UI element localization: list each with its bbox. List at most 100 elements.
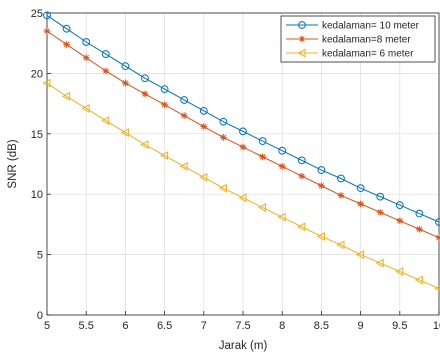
data-point (179, 161, 188, 171)
data-point (396, 217, 404, 225)
data-point (199, 106, 208, 115)
series-star (43, 27, 440, 242)
data-point (62, 24, 71, 33)
data-point (43, 11, 51, 20)
data-point (239, 143, 247, 151)
y-tick-label: 15 (31, 129, 43, 141)
data-point-stroke (436, 235, 440, 241)
data-point (63, 41, 70, 48)
data-point-stroke (299, 36, 305, 42)
data-point-stroke (416, 226, 423, 232)
legend-entry: kedalaman=8 meter (322, 35, 411, 46)
data-point (297, 156, 306, 165)
data-point (82, 38, 91, 46)
data-point-stroke (220, 134, 227, 141)
data-point (81, 103, 90, 113)
x-tick-label: 7 (201, 320, 207, 332)
data-point (375, 258, 384, 268)
data-point (414, 275, 423, 285)
data-point-stroke (122, 80, 129, 86)
data-point-stroke (240, 144, 246, 150)
data-point (337, 192, 345, 199)
data-point (317, 166, 326, 174)
x-tick-label: 5 (44, 320, 50, 332)
data-point-stroke (142, 91, 148, 97)
data-point (318, 182, 325, 190)
data-point (435, 234, 440, 242)
data-point (238, 193, 247, 203)
data-point (316, 232, 325, 241)
data-point (376, 192, 385, 201)
data-point (395, 201, 404, 209)
data-point (395, 267, 404, 276)
legend: kedalaman= 10 meter kedalaman=8 meter keda… (280, 15, 436, 63)
data-point (415, 209, 424, 218)
data-point (121, 62, 130, 71)
data-point (376, 208, 384, 216)
series-line (46, 82, 440, 289)
x-tick-label: 6.5 (157, 320, 172, 332)
data-point (42, 78, 51, 88)
data-point (297, 222, 306, 232)
data-point (278, 163, 286, 170)
data-point (120, 128, 129, 138)
data-point-stroke (377, 209, 383, 216)
data-point (259, 153, 266, 161)
data-point (199, 172, 208, 182)
x-tick-label: 9.5 (392, 320, 407, 332)
data-point (180, 96, 189, 104)
series-line (46, 15, 440, 223)
data-point (200, 123, 208, 130)
data-point (101, 116, 110, 125)
data-point (277, 212, 286, 222)
data-point (298, 172, 306, 180)
data-point-stroke (63, 41, 70, 48)
data-point (416, 225, 423, 233)
data-point (435, 218, 440, 226)
y-tick-label: 10 (31, 189, 43, 201)
data-point (43, 27, 51, 35)
x-tick-label: 6 (122, 320, 128, 332)
data-point (161, 101, 168, 109)
x-tick-label: 8.5 (314, 320, 329, 332)
data-point-stroke (259, 153, 266, 160)
x-tick-label: 10 (433, 320, 440, 332)
data-point (101, 50, 110, 58)
data-point-stroke (338, 192, 344, 199)
data-point (218, 183, 227, 193)
y-tick-label: 5 (37, 250, 43, 262)
series-circle (43, 11, 440, 226)
data-point (355, 250, 365, 260)
data-point-stroke (161, 102, 168, 108)
data-point (180, 112, 188, 120)
data-point (82, 54, 90, 62)
data-point (239, 127, 247, 136)
data-point-stroke (181, 112, 187, 119)
data-point (258, 137, 267, 145)
data-point (102, 67, 110, 75)
data-series (42, 11, 440, 292)
x-axis-title: Jarak (m) (219, 340, 268, 352)
data-point (257, 203, 267, 212)
data-point (160, 85, 169, 94)
y-axis-title: SNR (dB) (7, 139, 19, 188)
axes: 55.566.577.588.599.5100510152025 (31, 8, 440, 332)
x-tick-label: 5.5 (79, 320, 94, 332)
y-tick-label: 20 (31, 68, 43, 80)
data-point-stroke (357, 201, 364, 207)
data-point (141, 90, 149, 98)
data-point (298, 21, 306, 29)
data-point-stroke (279, 163, 285, 170)
data-point (219, 117, 228, 126)
data-point (356, 184, 365, 193)
data-point-stroke (83, 54, 89, 61)
data-point (434, 285, 440, 292)
data-point (141, 74, 149, 83)
legend-entry: kedalaman= 10 meter (322, 21, 420, 32)
data-point (220, 134, 227, 141)
data-point-stroke (44, 28, 50, 34)
data-point-stroke (397, 218, 403, 224)
data-point (336, 240, 345, 250)
data-point (159, 151, 169, 160)
